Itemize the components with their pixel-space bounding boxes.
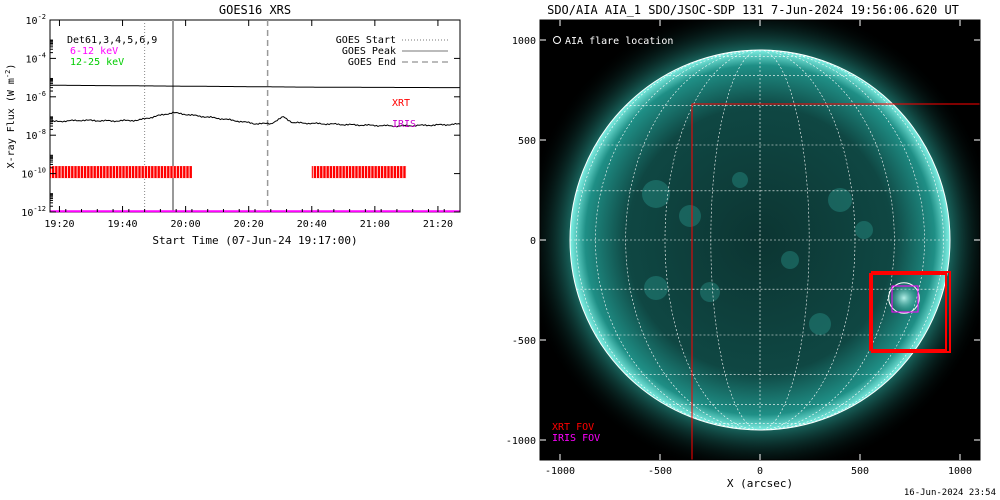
aia-chart-title: SDO/AIA AIA_1 SDO/JSOC-SDP 131 7-Jun-202… [547,3,959,17]
legend-goes-peak: GOES Peak [342,46,396,57]
channel-label-low: 6-12 keV [70,46,118,57]
goes-y-tick-label: 10-4 [26,51,46,65]
goes-legend: GOES Start GOES Peak GOES End [336,35,448,68]
goes-x-tick-label: 19:20 [44,219,74,230]
iris-fov-box [891,285,919,313]
aia-x-tick-label: 500 [851,466,869,477]
aia-y-tick-label: 1000 [512,36,536,47]
active-region-brightening [700,282,720,302]
channel-label-high: 12-25 keV [70,57,124,68]
goes-x-tick-label: 21:00 [360,219,390,230]
aia-x-axis-label: X (arcsec) [727,477,793,490]
xrt-fov-box [691,103,980,460]
goes-y-tick-label: 10-8 [26,128,46,142]
goes-x-tick-label: 21:20 [423,219,453,230]
iris-row-label: IRIS [392,119,416,130]
detector-annotation: Det61,3,4,5,6,9 [67,35,157,46]
goes-y-tick-label: 10-10 [21,167,46,181]
goes-y-tick-label: 10-2 [26,13,46,27]
footer-timestamp: 16-Jun-2024 23:54 [904,488,996,498]
aia-x-tick-label: -1000 [545,466,575,477]
xrt-row-label: XRT [392,98,410,109]
legend-goes-end: GOES End [348,57,396,68]
solar-longitude-line [759,50,925,430]
aia-x-tick-label: -500 [648,466,672,477]
solar-longitude-line [759,50,856,430]
aia-x-tick-label: 1000 [948,466,972,477]
aia-y-tick-label: 0 [530,236,536,247]
aia-x-tick-label: 0 [757,466,763,477]
active-region-brightening [855,221,873,239]
aia-y-tick-label: 500 [518,136,536,147]
goes-plot-frame [49,19,461,213]
solar-longitude-line [759,50,810,430]
solar-longitude-line [759,50,895,430]
solar-longitude-line [595,50,761,430]
goes-x-tick-label: 20:40 [297,219,327,230]
goes-y-tick-label: 10-6 [26,90,46,104]
goes-x-tick-label: 20:00 [171,219,201,230]
goes-y-tick-label: 10-12 [21,205,46,219]
aia-image-panel: SDO/AIA AIA_1 SDO/JSOC-SDP 131 7-Jun-202… [506,3,996,498]
xrt-fov-box [871,271,951,353]
active-region-brightening [781,251,799,269]
xrt-observation-interval [50,166,192,179]
xrt-fov-box [869,273,947,351]
solar-longitude-line [576,50,761,430]
aia-legend-flare-location: AIA flare location [565,36,673,47]
solar-longitude-line [625,50,761,430]
active-region-brightening [679,205,701,227]
flare-glow [887,281,921,315]
aia-y-tick-label: -1000 [506,436,536,447]
active-region-brightening [644,276,668,300]
iris-fov-label: IRIS FOV [552,433,600,444]
goes-series-line [49,84,460,89]
flare-location-legend-icon [553,36,561,44]
solar-limb [569,49,951,431]
active-region-brightening [809,313,831,335]
active-region-brightening [642,180,670,208]
goes-y-axis-label: X-ray Flux (W m-2) [4,64,17,169]
solar-longitude-line [664,50,761,430]
goes-x-tick-label: 20:20 [234,219,264,230]
goes-series-line [49,111,461,128]
solar-longitude-line [710,50,761,430]
goes-x-tick-label: 19:40 [107,219,137,230]
goes-x-axis-label: Start Time (07-Jun-24 19:17:00) [152,234,357,247]
active-region-brightening [828,188,852,212]
goes-chart-title: GOES16 XRS [219,3,291,17]
flare-location-marker [888,282,920,314]
goes-xrs-panel: GOES16 XRS 10-12 10-10 10-8 10-6 10-4 10-2 19… [4,3,461,247]
solar-longitude-line [759,50,944,430]
aia-y-tick-label: -500 [512,336,536,347]
active-region-brightening [732,172,748,188]
xrt-fov-label: XRT FOV [552,422,594,433]
legend-goes-start: GOES Start [336,35,396,46]
